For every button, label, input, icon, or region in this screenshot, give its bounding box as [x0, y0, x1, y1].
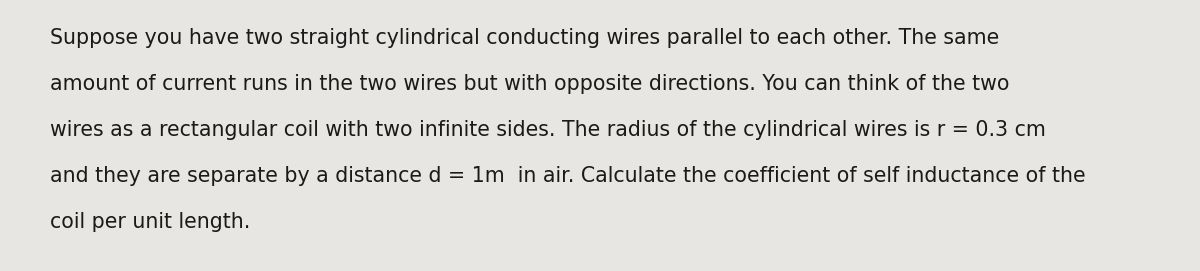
Text: coil per unit length.: coil per unit length. — [50, 212, 251, 232]
Text: and they are separate by a distance d = 1m  in air. Calculate the coefficient of: and they are separate by a distance d = … — [50, 166, 1086, 186]
Text: Suppose you have two straight cylindrical conducting wires parallel to each othe: Suppose you have two straight cylindrica… — [50, 28, 1000, 48]
Text: wires as a rectangular coil with two infinite sides. The radius of the cylindric: wires as a rectangular coil with two inf… — [50, 120, 1046, 140]
Text: amount of current runs in the two wires but with opposite directions. You can th: amount of current runs in the two wires … — [50, 74, 1010, 94]
